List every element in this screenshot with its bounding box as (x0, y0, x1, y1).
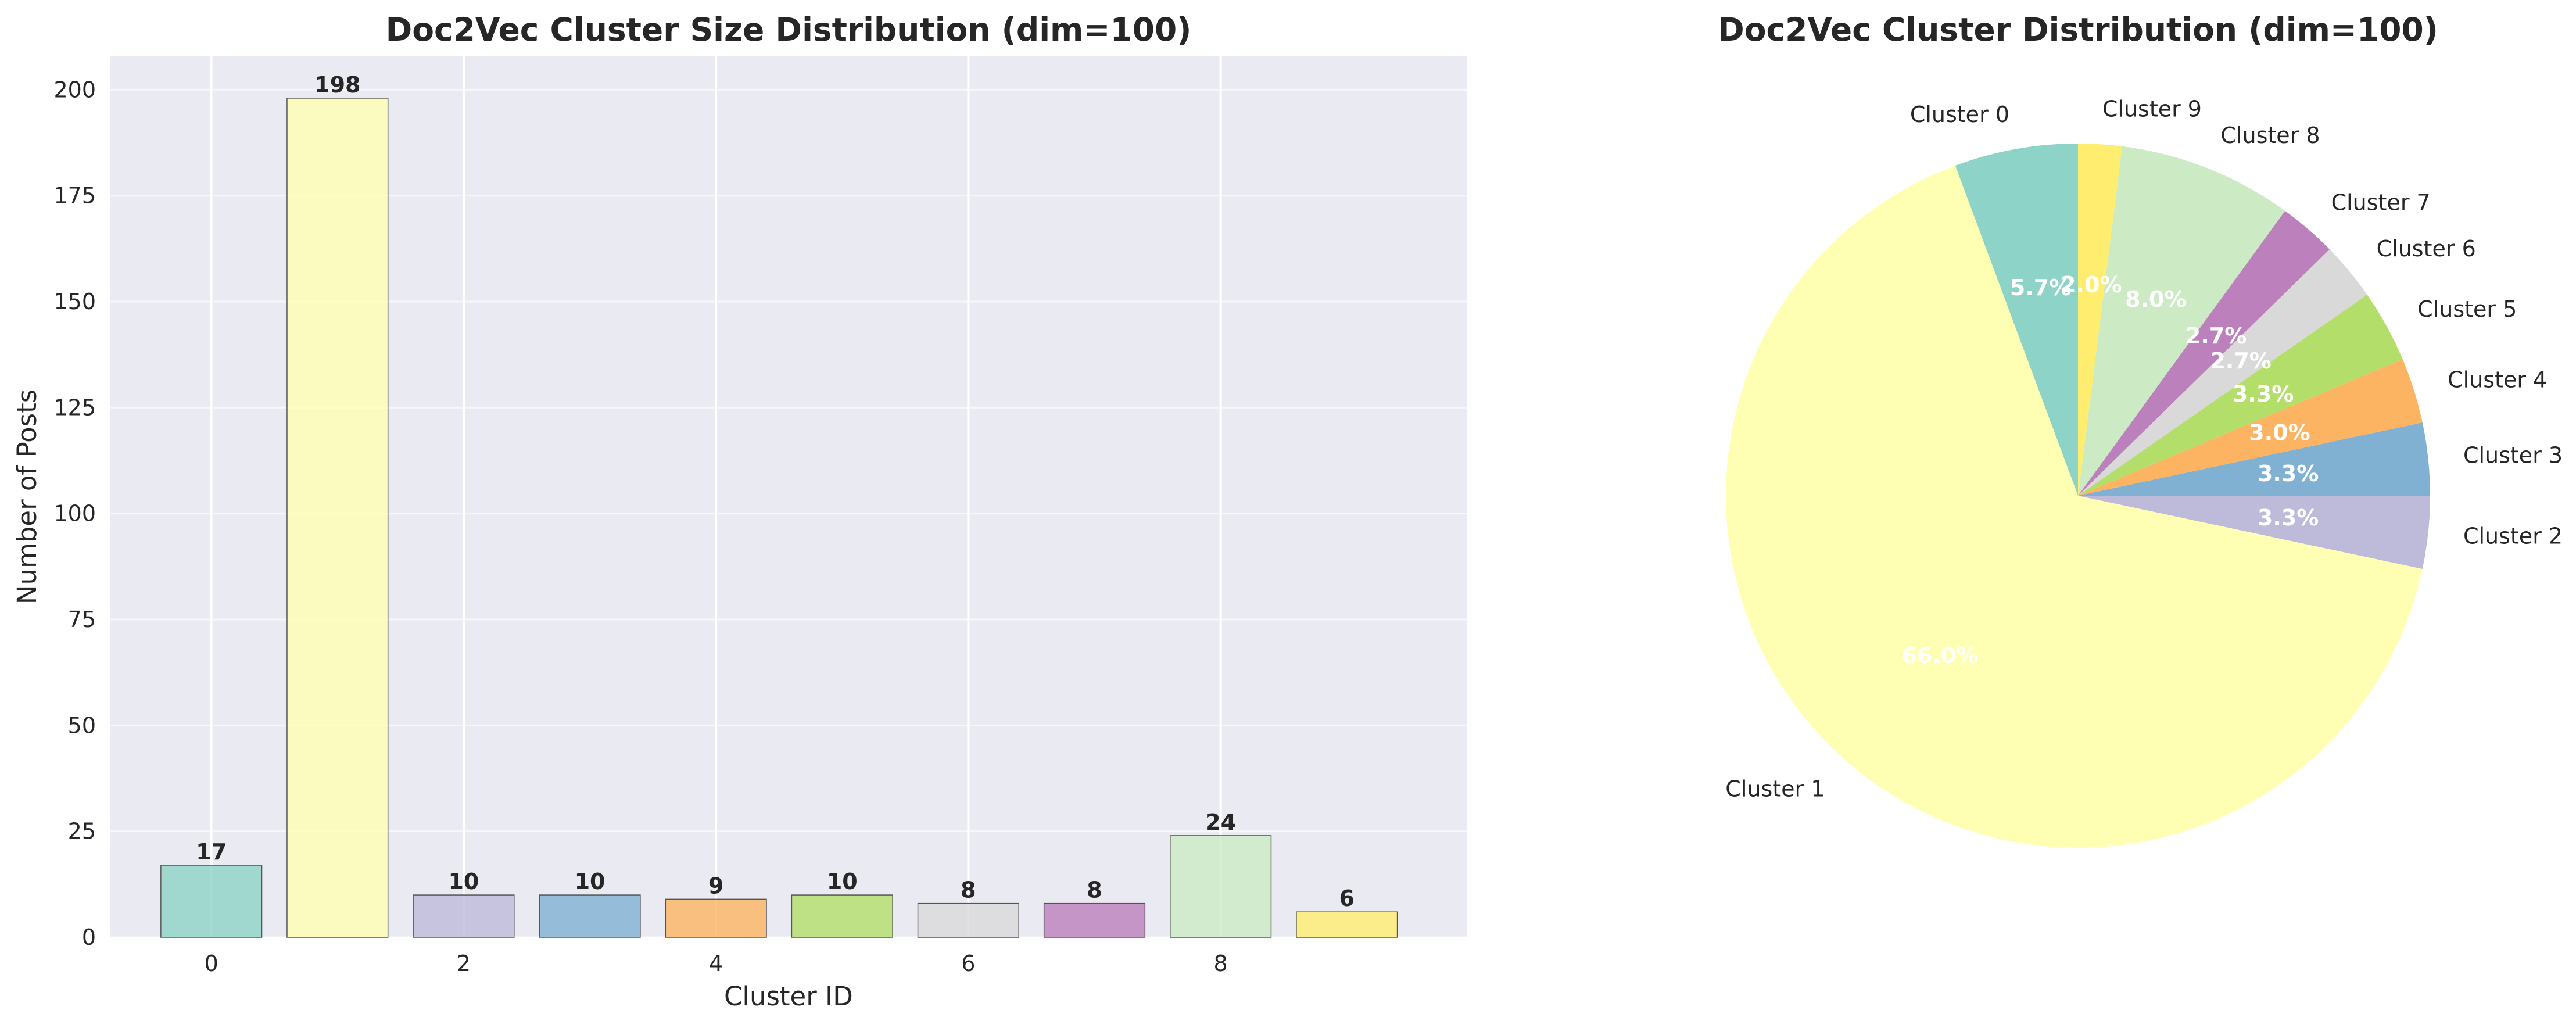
bar-value-label: 17 (196, 839, 227, 865)
pie-chart-title: Doc2Vec Cluster Distribution (dim=100) (1718, 11, 2438, 48)
bar-bars (160, 98, 1398, 938)
pie-slice-cluster-9 (2078, 144, 2122, 496)
bar-x-tick-labels: 0 2 4 6 8 (205, 951, 1228, 976)
pie-slice-cluster-8 (2078, 146, 2285, 496)
pie-slice-cluster-6 (2078, 249, 2367, 496)
pie-category-label: Cluster 3 (2463, 442, 2563, 468)
pie-category-label: Cluster 7 (2331, 189, 2431, 215)
pie-slice-cluster-0 (1955, 144, 2078, 496)
y-tick-label: 150 (53, 289, 96, 314)
bar-x-axis-label: Cluster ID (724, 981, 853, 1012)
x-tick-label: 6 (961, 951, 975, 976)
pie-slice-cluster-7 (2078, 210, 2330, 496)
bar-cluster-8 (1170, 835, 1272, 938)
bar-cluster-1 (286, 98, 389, 938)
pie-percent-label: 8.0% (2125, 286, 2186, 312)
bar-cluster-0 (160, 865, 263, 938)
bar-cluster-3 (539, 894, 641, 938)
pie-percent-label: 2.0% (2061, 272, 2122, 298)
y-tick-label: 50 (68, 712, 96, 738)
bar-value-label: 24 (1205, 809, 1236, 835)
pie-slice-cluster-4 (2078, 359, 2423, 496)
pie-percent-label: 3.3% (2233, 381, 2294, 407)
bar-value-label: 10 (575, 869, 606, 894)
x-tick-label: 0 (205, 951, 218, 976)
bar-cluster-7 (1043, 902, 1146, 938)
pie-chart: Doc2Vec Cluster Distribution (dim=100) 5… (1718, 11, 2563, 848)
pie-slice-cluster-3 (2078, 422, 2430, 496)
pie-slices (1725, 144, 2430, 848)
bar-chart-title: Doc2Vec Cluster Size Distribution (dim=1… (386, 11, 1192, 48)
x-tick-label: 4 (709, 951, 723, 976)
y-tick-label: 125 (53, 395, 96, 420)
x-tick-label: 8 (1214, 951, 1228, 976)
pie-percent-labels: 5.7%66.0%3.3%3.3%3.0%3.3%2.7%2.7%8.0%2.0… (1901, 272, 2319, 668)
pie-percent-label: 2.7% (2186, 323, 2247, 349)
bar-value-labels: 17 198 10 10 9 10 8 8 24 6 (196, 72, 1355, 911)
pie-category-label: Cluster 5 (2417, 296, 2517, 322)
y-tick-label: 200 (53, 77, 96, 102)
pie-category-label: Cluster 1 (1725, 776, 1825, 802)
y-tick-label: 75 (68, 607, 96, 632)
pie-percent-label: 5.7% (2010, 275, 2071, 300)
pie-category-labels: Cluster 0 Cluster 1 Cluster 2 Cluster 3 Clus… (1725, 96, 2563, 802)
bar-value-label: 10 (827, 869, 858, 894)
bar-cluster-6 (917, 902, 1019, 938)
y-tick-label: 175 (53, 183, 96, 209)
bar-y-axis-label: Number of Posts (12, 389, 42, 604)
bar-cluster-9 (1296, 911, 1398, 938)
pie-slice-cluster-2 (2078, 496, 2430, 569)
pie-percent-label: 66.0% (1901, 643, 1978, 668)
pie-category-label: Cluster 2 (2463, 524, 2563, 549)
x-tick-label: 2 (457, 951, 471, 976)
pie-percent-label: 2.7% (2210, 348, 2271, 374)
pie-category-label: Cluster 6 (2377, 236, 2476, 262)
bar-chart: Doc2Vec Cluster Size Distribution (dim=1… (12, 11, 1467, 1012)
bar-y-tick-labels: 0 25 50 75 100 125 150 175 200 (53, 77, 96, 950)
bar-value-label: 8 (961, 877, 976, 903)
pie-percent-label: 3.3% (2258, 505, 2319, 531)
y-tick-label: 100 (53, 501, 96, 526)
bar-value-label: 198 (314, 72, 360, 98)
pie-category-label: Cluster 4 (2448, 367, 2547, 393)
bar-value-label: 8 (1087, 877, 1102, 903)
pie-percent-label: 3.3% (2258, 461, 2319, 486)
pie-category-label: Cluster 8 (2220, 123, 2320, 148)
bar-value-label: 10 (448, 869, 479, 894)
pie-slice-cluster-5 (2078, 295, 2403, 496)
bar-cluster-4 (665, 898, 767, 938)
bar-value-label: 9 (708, 873, 723, 898)
pie-category-label: Cluster 0 (1910, 102, 2009, 127)
bar-value-label: 6 (1339, 886, 1355, 911)
y-tick-label: 25 (68, 819, 96, 844)
pie-category-label: Cluster 9 (2102, 96, 2202, 122)
y-tick-label: 0 (82, 925, 96, 950)
pie-percent-label: 3.0% (2249, 420, 2310, 445)
bar-cluster-2 (413, 894, 515, 938)
pie-slice-cluster-1 (1725, 166, 2423, 848)
bar-cluster-5 (791, 894, 893, 938)
